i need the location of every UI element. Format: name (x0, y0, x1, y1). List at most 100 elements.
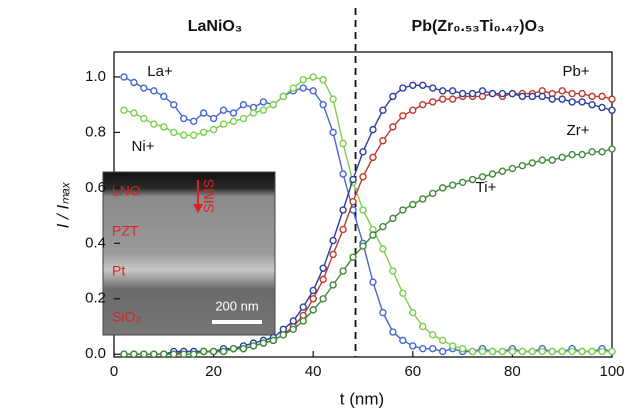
data-point (440, 348, 446, 354)
data-point (290, 318, 296, 324)
data-point (400, 113, 406, 119)
data-point (499, 168, 505, 174)
data-point (211, 116, 217, 122)
data-point (569, 348, 575, 354)
y-tick-label: 0.0 (85, 345, 106, 362)
data-point (290, 326, 296, 332)
data-point (360, 243, 366, 249)
data-point (171, 102, 177, 108)
data-point (390, 215, 396, 221)
data-point (211, 348, 217, 354)
data-point (260, 107, 266, 113)
data-point (171, 129, 177, 135)
data-point (191, 118, 197, 124)
data-point (370, 279, 376, 285)
data-point (300, 85, 306, 91)
y-axis-label: I / Iₘₐₓ (53, 181, 72, 228)
data-point (300, 77, 306, 83)
data-point (201, 348, 207, 354)
data-point (430, 346, 436, 352)
data-point (410, 202, 416, 208)
data-point (440, 185, 446, 191)
data-point (460, 346, 466, 352)
data-point (370, 154, 376, 160)
data-point (460, 179, 466, 185)
data-point (420, 82, 426, 88)
data-point (569, 152, 575, 158)
data-point (250, 343, 256, 349)
data-point (290, 85, 296, 91)
region-label: Pb(Zr₀.₅₃Ti₀.₄₇)O₃ (412, 18, 545, 35)
data-point (599, 348, 605, 354)
y-tick-label: 0.4 (85, 234, 106, 251)
data-point (360, 174, 366, 180)
data-point (529, 93, 535, 99)
data-point (589, 149, 595, 155)
data-point (260, 99, 266, 105)
data-point (489, 91, 495, 97)
data-point (489, 171, 495, 177)
x-tick-label: 40 (305, 363, 322, 380)
data-point (350, 254, 356, 260)
data-point (569, 91, 575, 97)
inset-label: PZT (112, 223, 139, 239)
data-point (240, 116, 246, 122)
data-point (609, 348, 615, 354)
inset-label: LNO (112, 183, 141, 199)
x-tick-label: 20 (205, 363, 222, 380)
data-point (121, 74, 127, 80)
data-point (161, 124, 167, 130)
data-point (151, 121, 157, 127)
data-point (420, 324, 426, 330)
data-point (310, 296, 316, 302)
data-point (489, 348, 495, 354)
data-point (131, 80, 137, 86)
series-label: Pb+ (562, 63, 589, 80)
data-point (549, 96, 555, 102)
data-point (280, 332, 286, 338)
data-point (360, 207, 366, 213)
data-point (330, 282, 336, 288)
data-point (430, 85, 436, 91)
data-point (380, 246, 386, 252)
data-point (380, 107, 386, 113)
data-point (420, 196, 426, 202)
data-point (609, 96, 615, 102)
data-point (370, 127, 376, 133)
data-point (440, 96, 446, 102)
data-point (599, 104, 605, 110)
data-point (141, 351, 147, 357)
data-point (430, 190, 436, 196)
data-point (360, 149, 366, 155)
data-point (380, 224, 386, 230)
data-point (141, 116, 147, 122)
data-point (181, 351, 187, 357)
data-point (440, 88, 446, 94)
data-point (410, 310, 416, 316)
data-point (599, 149, 605, 155)
data-point (280, 93, 286, 99)
data-point (171, 351, 177, 357)
data-point (131, 110, 137, 116)
data-point (410, 343, 416, 349)
data-point (420, 346, 426, 352)
data-point (320, 276, 326, 282)
inset-label: SiO₂ (112, 309, 141, 325)
data-point (420, 102, 426, 108)
data-point (599, 93, 605, 99)
data-point (430, 99, 436, 105)
data-point (450, 96, 456, 102)
data-point (320, 265, 326, 271)
data-point (579, 91, 585, 97)
data-point (529, 348, 535, 354)
data-point (390, 268, 396, 274)
data-point (231, 118, 237, 124)
data-point (549, 348, 555, 354)
data-point (211, 127, 217, 133)
data-point (509, 348, 515, 354)
data-point (221, 121, 227, 127)
data-point (330, 129, 336, 135)
data-point (380, 138, 386, 144)
y-tick-label: 0.2 (85, 290, 106, 307)
data-point (400, 290, 406, 296)
